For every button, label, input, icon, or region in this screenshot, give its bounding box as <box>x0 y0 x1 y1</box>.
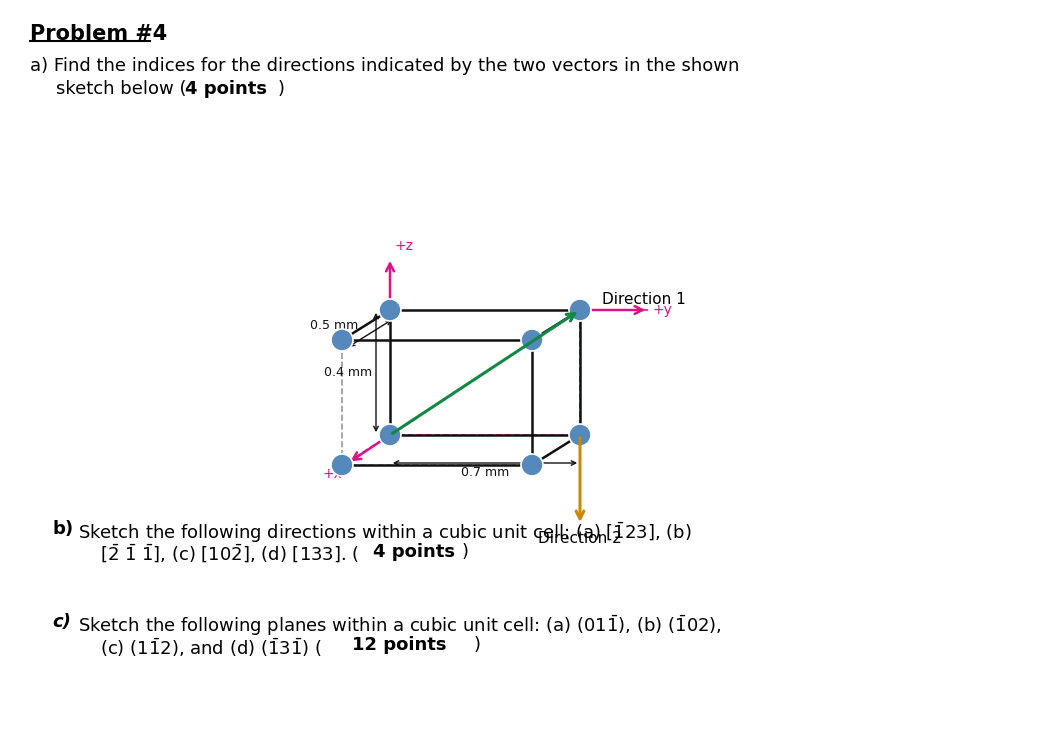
Text: Direction 1: Direction 1 <box>602 292 686 307</box>
Text: +z: +z <box>394 239 413 253</box>
Text: b): b) <box>52 520 73 538</box>
Text: 0.4 mm: 0.4 mm <box>324 366 372 379</box>
Circle shape <box>522 454 543 476</box>
Circle shape <box>379 424 401 446</box>
Text: 4 points: 4 points <box>186 80 267 98</box>
Circle shape <box>569 424 591 446</box>
Text: 12 points: 12 points <box>352 636 446 654</box>
Text: Sketch the following planes within a cubic unit cell: (a) (01$\bar{1}$), (b) ($\: Sketch the following planes within a cub… <box>78 613 722 638</box>
Text: c): c) <box>52 613 71 631</box>
Circle shape <box>331 329 353 351</box>
Text: ): ) <box>474 636 481 654</box>
Text: +x: +x <box>322 467 342 481</box>
Text: [$\bar{2}$ $\bar{1}$ $\bar{1}$], (c) [10$\bar{2}$], (d) [133]. (: [$\bar{2}$ $\bar{1}$ $\bar{1}$], (c) [10… <box>100 543 359 565</box>
Circle shape <box>379 299 401 321</box>
Text: Sketch the following directions within a cubic unit cell: (a) [$\bar{1}$23], (b): Sketch the following directions within a… <box>78 520 691 545</box>
Text: Problem #4: Problem #4 <box>30 24 167 44</box>
Text: +y: +y <box>652 303 672 317</box>
Text: 0.7 mm: 0.7 mm <box>461 466 509 479</box>
Circle shape <box>569 299 591 321</box>
Text: (c) (1$\bar{1}$2), and (d) ($\bar{1}$3$\bar{1}$) (: (c) (1$\bar{1}$2), and (d) ($\bar{1}$3$\… <box>100 636 322 658</box>
Text: sketch below (: sketch below ( <box>56 80 187 98</box>
Circle shape <box>331 454 353 476</box>
Circle shape <box>522 329 543 351</box>
Text: ): ) <box>462 543 469 561</box>
Text: Direction 2: Direction 2 <box>538 531 622 546</box>
Text: 0.5 mm: 0.5 mm <box>311 318 358 332</box>
Text: ): ) <box>278 80 285 98</box>
Text: 4 points: 4 points <box>373 543 455 561</box>
Text: a) Find the indices for the directions indicated by the two vectors in the shown: a) Find the indices for the directions i… <box>30 57 740 75</box>
